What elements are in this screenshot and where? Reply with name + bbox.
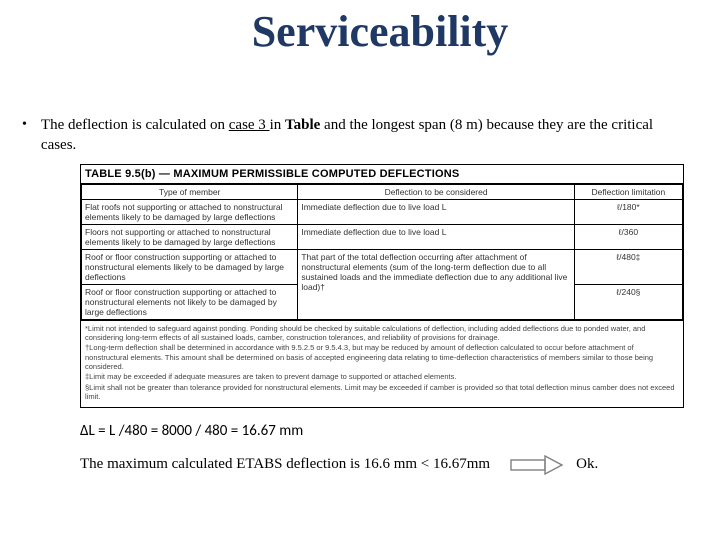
table-footnotes: *Limit not intended to safeguard against… [81, 320, 683, 407]
cell: ℓ/180* [574, 199, 682, 224]
arrow-icon [510, 454, 564, 476]
th-type: Type of member [82, 184, 298, 199]
cell: Floors not supporting or attached to non… [82, 224, 298, 249]
table-row: Floors not supporting or attached to non… [82, 224, 683, 249]
footnote: §Limit shall not be greater than toleran… [85, 383, 679, 402]
table-title: TABLE 9.5(b) — MAXIMUM PERMISSIBLE COMPU… [81, 165, 683, 184]
page-title: Serviceability [40, 6, 720, 57]
table-header-row: Type of member Deflection to be consider… [82, 184, 683, 199]
cell: That part of the total deflection occurr… [298, 249, 574, 319]
table-row: Roof or floor construction supporting or… [82, 249, 683, 284]
final-row: The maximum calculated ETABS deflection … [80, 454, 720, 476]
cell: ℓ/360 [574, 224, 682, 249]
final-text: The maximum calculated ETABS deflection … [80, 456, 490, 473]
bullet-marker: • [22, 115, 27, 135]
cell: Immediate deflection due to live load L [298, 199, 574, 224]
footnote: ‡Limit may be exceeded if adequate measu… [85, 372, 679, 381]
cell: ℓ/480‡ [574, 249, 682, 284]
calculation-line: ΔL = L /480 = 8000 / 480 = 16.67 mm [80, 422, 720, 440]
th-deflection: Deflection to be considered [298, 184, 574, 199]
cell: Flat roofs not supporting or attached to… [82, 199, 298, 224]
bullet-item: • The deflection is calculated on case 3… [0, 115, 720, 156]
bullet-text: The deflection is calculated on case 3 i… [41, 115, 692, 156]
deflection-table-wrap: TABLE 9.5(b) — MAXIMUM PERMISSIBLE COMPU… [80, 164, 684, 408]
bullet-table: Table [285, 117, 320, 133]
footnote: *Limit not intended to safeguard against… [85, 324, 679, 343]
cell: ℓ/240§ [574, 284, 682, 319]
bullet-pre: The deflection is calculated on [41, 117, 229, 133]
bullet-case: case 3 [229, 117, 270, 133]
cell: Roof or floor construction supporting or… [82, 284, 298, 319]
th-limitation: Deflection limitation [574, 184, 682, 199]
deflection-table: Type of member Deflection to be consider… [81, 184, 683, 320]
bullet-in: in [270, 117, 285, 133]
cell: Immediate deflection due to live load L [298, 224, 574, 249]
table-row: Flat roofs not supporting or attached to… [82, 199, 683, 224]
ok-label: Ok. [576, 456, 598, 473]
cell: Roof or floor construction supporting or… [82, 249, 298, 284]
footnote: †Long-term deflection shall be determine… [85, 343, 679, 371]
